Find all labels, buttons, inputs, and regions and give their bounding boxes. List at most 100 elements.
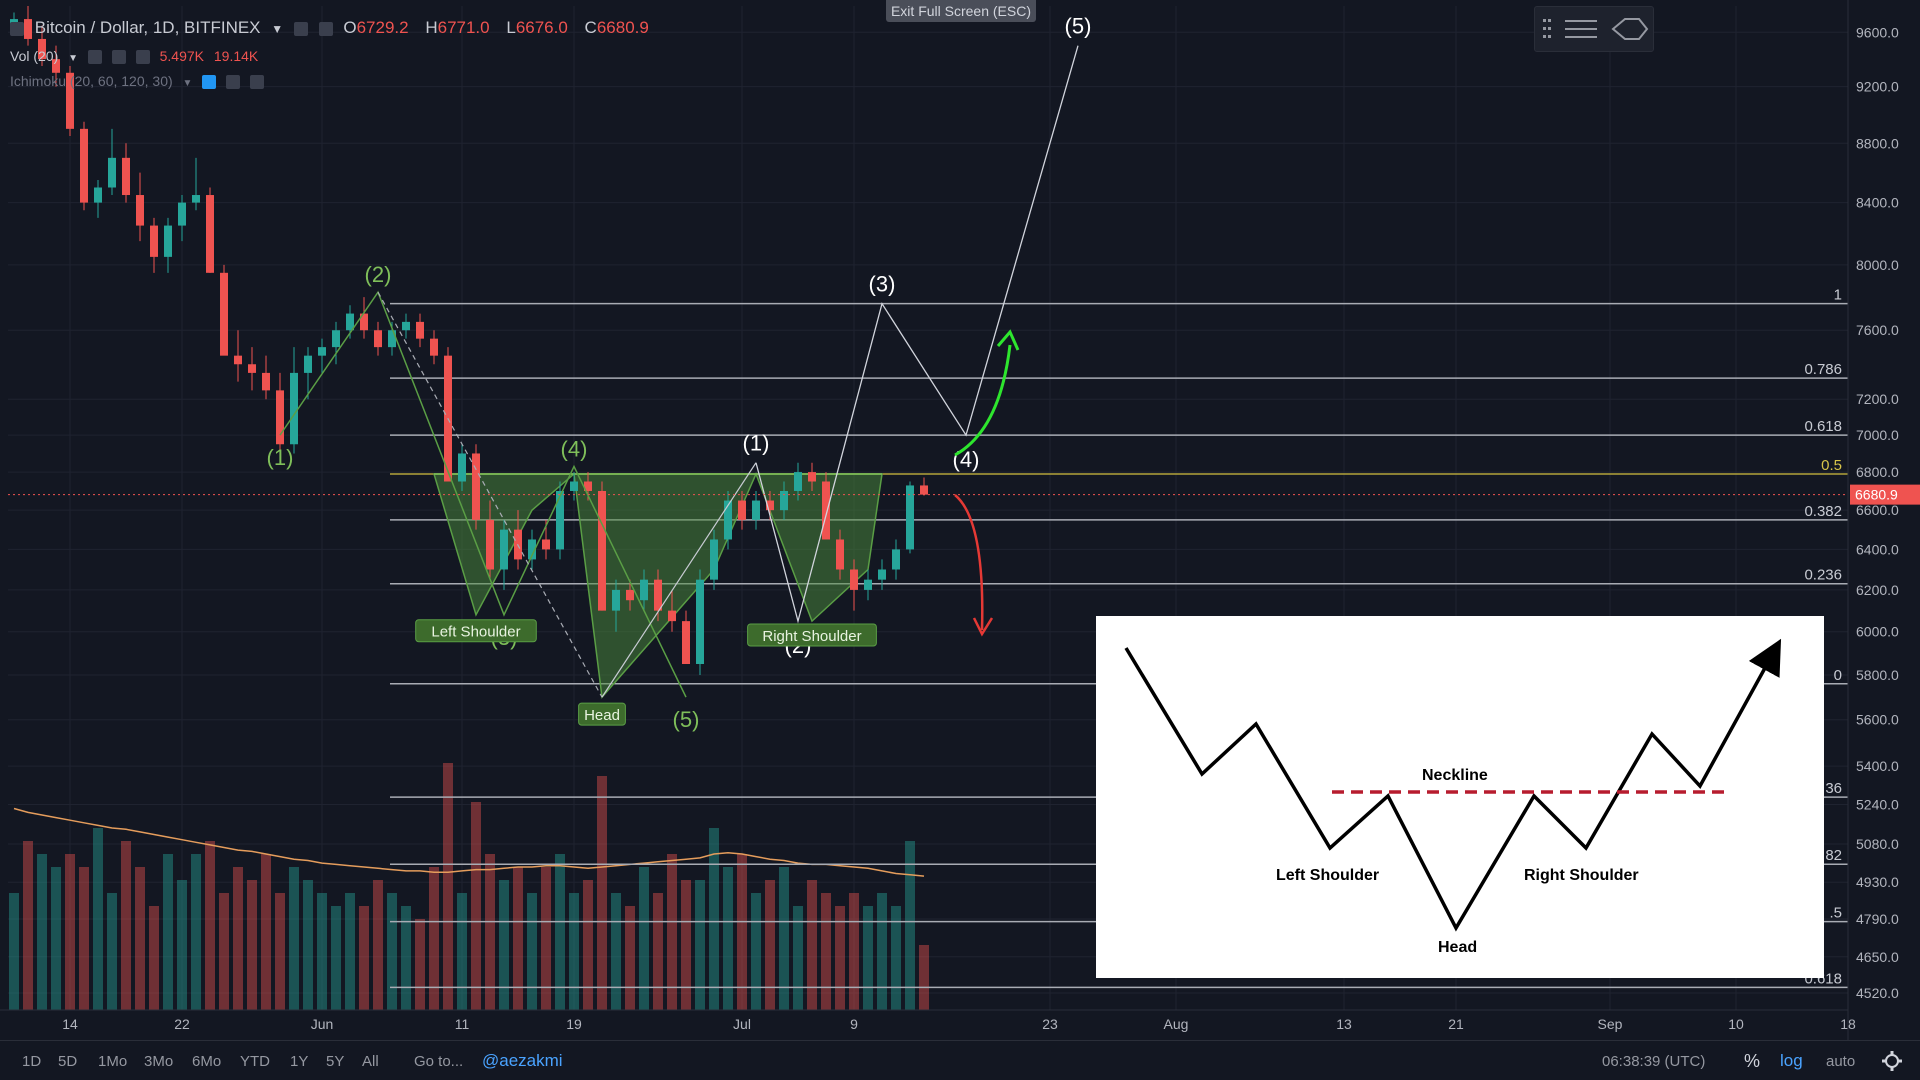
bullish-arrow-head (996, 329, 1020, 351)
symbol-title[interactable]: Bitcoin / Dollar, 1D, BITFINEX (34, 18, 261, 37)
volume-bar (709, 828, 719, 1010)
candle-body (864, 579, 872, 590)
candle-body (374, 330, 382, 348)
settings-gear-icon[interactable] (1880, 1049, 1904, 1073)
price-tick-label: 5600.0 (1856, 712, 1899, 728)
volume-bar (849, 893, 859, 1010)
drag-handle-icon[interactable] (1543, 19, 1551, 38)
candle-body (332, 330, 340, 348)
green-wave-label: (5) (673, 707, 700, 732)
chevron-down-icon[interactable]: ▼ (271, 22, 284, 36)
log-scale-button[interactable]: log (1780, 1051, 1803, 1070)
volume-bar (205, 841, 215, 1010)
candle-body (850, 569, 858, 590)
volume-bar (793, 906, 803, 1010)
candle-body (360, 313, 368, 331)
date-tick-label: 9 (850, 1016, 858, 1032)
candle-body (794, 472, 802, 491)
candle-body (276, 390, 284, 445)
price-tick-label: 9200.0 (1856, 79, 1899, 95)
candle-body (598, 490, 606, 611)
volume-bar (387, 893, 397, 1010)
volume-bar (737, 854, 747, 1010)
range-6mo-button[interactable]: 6Mo (192, 1053, 222, 1070)
ohlc-open: O6729.2 (343, 18, 409, 37)
price-tick-label: 8400.0 (1856, 195, 1899, 211)
volume-label[interactable]: Vol (20) (10, 48, 59, 64)
close-icon[interactable] (250, 75, 265, 90)
volume-bar (415, 919, 425, 1010)
ichimoku-label[interactable]: Ichimoku (20, 60, 120, 30) (10, 73, 173, 89)
date-tick-label: 14 (62, 1016, 78, 1032)
price-tick-label: 6600.0 (1856, 502, 1899, 518)
close-icon[interactable] (135, 50, 150, 65)
author-handle[interactable]: @aezakmi (482, 1051, 563, 1070)
volume-bar (611, 893, 621, 1010)
settings-icon[interactable] (293, 21, 308, 36)
candle-body (570, 481, 578, 491)
candle-body (724, 500, 732, 540)
volume-bar (625, 906, 635, 1010)
white-wave-label: (1) (743, 431, 770, 456)
volume-bar (583, 880, 593, 1010)
candle-body (906, 485, 914, 550)
range-5d-button[interactable]: 5D (58, 1053, 78, 1070)
candle-body (262, 372, 270, 391)
settings-icon[interactable] (111, 50, 126, 65)
range-all-button[interactable]: All (362, 1053, 379, 1070)
symbol-legend: Bitcoin / Dollar, 1D, BITFINEX ▼ O6729.2… (10, 18, 661, 38)
range-ytd-button[interactable]: YTD (240, 1053, 270, 1070)
range-5y-button[interactable]: 5Y (326, 1053, 345, 1070)
candle-body (234, 355, 242, 365)
volume-bar (905, 841, 915, 1010)
object-tree-icon[interactable] (1565, 20, 1597, 38)
price-tick-label: 6800.0 (1856, 464, 1899, 480)
volume-bar (723, 867, 733, 1010)
right-shoulder-label: Right Shoulder (1524, 867, 1639, 884)
goto-date-button[interactable]: Go to... (414, 1053, 464, 1070)
range-3mo-button[interactable]: 3Mo (144, 1053, 174, 1070)
eye-icon[interactable] (87, 50, 102, 65)
date-tick-label: Jul (733, 1016, 751, 1032)
auto-scale-button[interactable]: auto (1826, 1053, 1856, 1070)
date-tick-label: 10 (1728, 1016, 1744, 1032)
percent-scale-button[interactable]: % (1744, 1051, 1761, 1071)
candle-body (486, 519, 494, 570)
candle-body (878, 569, 886, 580)
settings-icon[interactable] (226, 75, 241, 90)
candle-body (122, 157, 130, 196)
volume-bar (317, 893, 327, 1010)
close-icon[interactable] (318, 21, 333, 36)
volume-ma-value: 19.14K (213, 48, 259, 64)
drawing-shape-icon[interactable] (1611, 18, 1649, 40)
range-1y-button[interactable]: 1Y (290, 1053, 309, 1070)
volume-legend: Vol (20) ▼ 5.497K 19.14K (10, 48, 264, 65)
bearish-arrow (954, 494, 984, 631)
exit-fullscreen-button[interactable]: Exit Full Screen (ESC) (886, 0, 1036, 22)
volume-bar (877, 893, 887, 1010)
volume-bar (23, 841, 33, 1010)
volume-bar (359, 906, 369, 1010)
chevron-down-icon[interactable]: ▼ (68, 53, 79, 64)
volume-bar (247, 880, 257, 1010)
date-tick-label: Sep (1598, 1016, 1623, 1032)
volume-bar (373, 880, 383, 1010)
candle-body (528, 539, 536, 560)
volume-bar (597, 776, 607, 1010)
last-price-label: 6680.9 (1855, 487, 1898, 503)
candle-body (66, 72, 74, 129)
eye-icon[interactable] (202, 75, 217, 90)
white-wave-label: (3) (869, 272, 896, 297)
chevron-down-icon[interactable]: ▼ (182, 78, 193, 89)
range-1d-button[interactable]: 1D (22, 1053, 42, 1070)
volume-bar (751, 893, 761, 1010)
volume-bar (191, 854, 201, 1010)
volume-bar (457, 893, 467, 1010)
candle-body (248, 364, 256, 373)
price-tick-label: 4790.0 (1856, 911, 1899, 927)
ohlc-close: C6680.9 (584, 18, 649, 37)
range-1mo-button[interactable]: 1Mo (98, 1053, 128, 1070)
price-tick-label: 5400.0 (1856, 758, 1899, 774)
date-tick-label: 22 (174, 1016, 190, 1032)
candle-body (164, 225, 172, 257)
